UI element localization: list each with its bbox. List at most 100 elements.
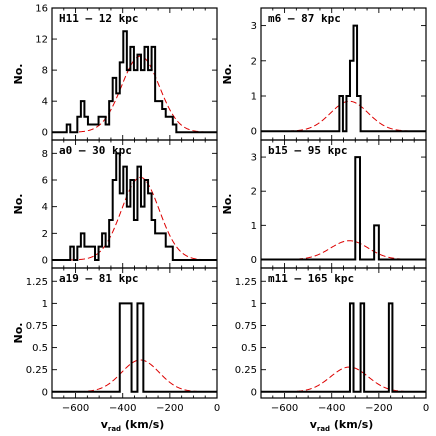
histogram-bin — [81, 101, 85, 132]
histogram-bin — [148, 70, 152, 132]
y-tick-label: 0 — [251, 127, 257, 138]
histogram-bin — [109, 101, 113, 132]
histogram-bin — [70, 247, 74, 260]
histogram-bin — [148, 193, 152, 260]
histogram-outline — [261, 302, 426, 393]
panel-title: m6 – 87 kpc — [268, 12, 341, 25]
x-tick-label: 0 — [214, 403, 220, 414]
histogram-bin — [162, 233, 166, 260]
y-axis-label: No. — [221, 194, 234, 215]
histogram-bin — [166, 247, 170, 260]
histogram-bin — [84, 247, 88, 260]
x-tick-label: 0 — [423, 403, 429, 414]
y-tick-label: 0.5 — [32, 343, 48, 354]
histogram-bin — [155, 233, 159, 260]
gaussian-fit-curve — [261, 366, 426, 393]
histogram-bin — [169, 117, 173, 133]
x-axis-label: vrad (km/s) — [101, 418, 165, 433]
panel-frame — [51, 267, 218, 399]
y-tick-label: 12 — [35, 35, 48, 46]
panel-3: −600 −400 −200 0 0 0.25 0.5 0.75 1 1.25 a19 – 81 k… — [12, 267, 220, 433]
x-tick-label: −200 — [156, 403, 183, 414]
panel-4: 0 1 2 3 m6 – 87 kpc No. — [221, 7, 427, 141]
histogram-bin — [346, 96, 350, 131]
y-tick-label: 1 — [251, 92, 257, 103]
y-tick-label: 0 — [42, 256, 48, 267]
histogram-bin — [84, 117, 88, 133]
y-tick-label: 1.25 — [26, 277, 48, 288]
histogram-outline — [52, 302, 217, 393]
panel-frame — [260, 139, 427, 269]
y-tick-label: 1.25 — [235, 277, 257, 288]
histogram-outline — [261, 156, 426, 261]
panel-title: b15 – 95 kpc — [268, 144, 347, 157]
histogram-bin — [99, 117, 103, 133]
histogram-bin — [126, 303, 132, 391]
histogram-bin — [88, 247, 92, 260]
y-tick-label: 6 — [42, 176, 48, 187]
y-tick-label: 0 — [251, 255, 257, 266]
histogram-bin — [130, 47, 134, 132]
histogram-bin — [357, 96, 361, 131]
panel-title: a0 – 30 kpc — [59, 144, 132, 157]
y-tick-label: 2 — [251, 56, 257, 67]
histogram-bin — [141, 207, 145, 260]
gaussian-fit-curve — [261, 240, 426, 260]
y-tick-label: 4 — [42, 202, 48, 213]
y-tick-label: 0.5 — [241, 343, 257, 354]
histogram-outline — [261, 24, 426, 133]
y-tick-label: 16 — [35, 4, 48, 15]
panel-frame — [260, 267, 427, 399]
y-tick-label: 8 — [42, 149, 48, 160]
histogram-outline — [52, 152, 217, 261]
histogram-bin — [141, 70, 145, 132]
histogram-bin — [95, 124, 99, 132]
y-tick-label: 0.25 — [235, 365, 257, 376]
y-tick-label: 0 — [251, 387, 257, 398]
histogram-bin — [120, 62, 124, 132]
y-tick-label: 1 — [251, 221, 257, 232]
histogram-bin — [113, 78, 117, 132]
histogram-bin — [91, 247, 95, 260]
histogram-bin — [130, 180, 134, 260]
y-tick-label: 2 — [251, 187, 257, 198]
histogram-bin — [123, 31, 127, 132]
histogram-bin — [81, 233, 85, 260]
histogram-bin — [127, 70, 131, 132]
x-tick-label: −600 — [271, 403, 298, 414]
panel-5: 0 1 2 3 b15 – 95 kpc No. — [221, 139, 427, 269]
histogram-outline — [52, 30, 217, 134]
histogram-bin — [355, 157, 360, 259]
histogram-bin — [137, 303, 143, 391]
panel-title: H11 – 12 kpc — [59, 12, 138, 25]
y-tick-label: 2 — [42, 229, 48, 240]
y-tick-label: 3 — [251, 153, 257, 164]
histogram-bin — [116, 153, 120, 260]
histogram-bin — [116, 93, 120, 132]
histogram-bin — [102, 117, 106, 133]
y-tick-label: 0 — [42, 128, 48, 139]
gaussian-fit-curve — [52, 359, 217, 393]
histogram-bin — [77, 117, 81, 133]
y-tick-label: 0.75 — [235, 321, 257, 332]
histogram-bin — [91, 124, 95, 132]
histogram-bin — [145, 47, 149, 132]
y-tick-label: 0 — [42, 387, 48, 398]
histogram-bin — [354, 26, 358, 132]
histogram-bin — [145, 180, 149, 260]
histogram-bin — [162, 109, 166, 132]
x-tick-label: −400 — [318, 403, 345, 414]
x-axis-label: vrad (km/s) — [310, 418, 374, 433]
y-tick-label: 8 — [42, 66, 48, 77]
histogram-bin — [127, 207, 131, 260]
panel-2: 0 2 4 6 8 a0 – 30 kpc No. — [12, 139, 218, 269]
y-axis-label: No. — [12, 194, 25, 215]
histogram-bin — [134, 220, 138, 260]
panel-6: −600 −400 −200 0 0 0.25 0.5 0.75 1 1.25 m11 – 165 … — [235, 267, 429, 433]
histogram-bin — [152, 47, 156, 132]
histogram-bin — [389, 303, 393, 391]
histogram-bin — [88, 124, 92, 132]
histogram-bin — [137, 167, 141, 260]
y-tick-label: 0.25 — [26, 365, 48, 376]
